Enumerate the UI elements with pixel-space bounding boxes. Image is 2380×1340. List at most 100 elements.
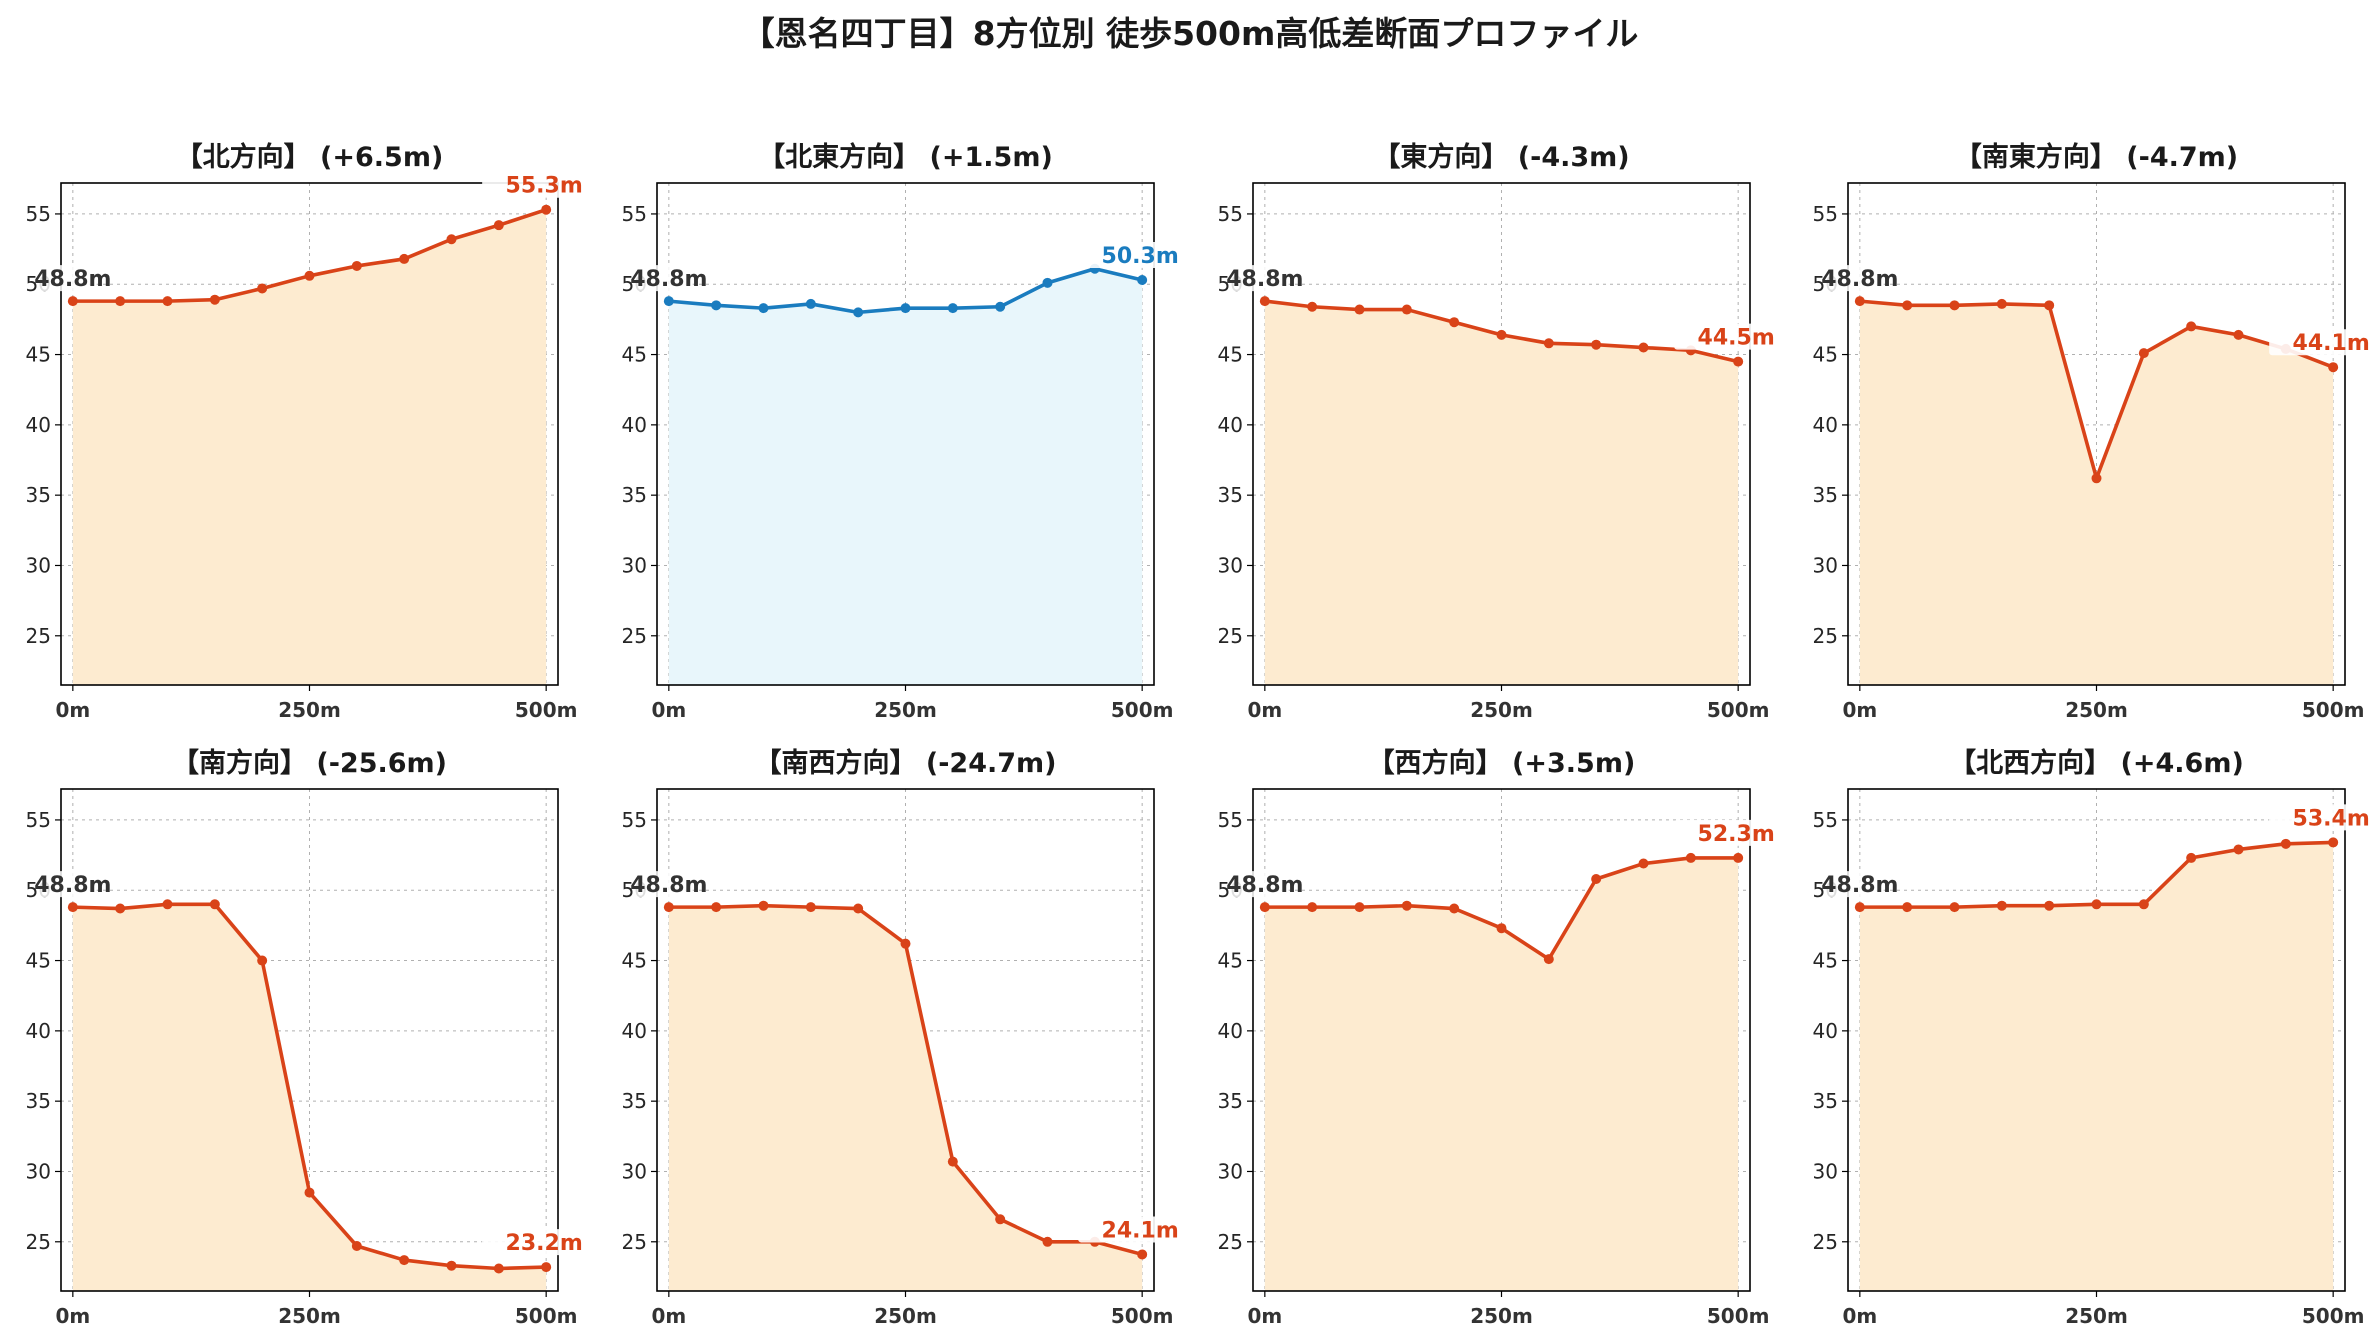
data-point: [1307, 301, 1318, 312]
start-value-label: 48.8m: [630, 873, 707, 898]
y-tick-label: 25: [1218, 624, 1243, 648]
data-point: [351, 1241, 362, 1252]
end-label-box: [1674, 323, 1757, 350]
y-tick-label: 30: [622, 1159, 647, 1183]
y-tick-label: 25: [26, 1230, 51, 1254]
data-point: [1307, 902, 1318, 913]
y-tick-label: 55: [1813, 808, 1838, 832]
data-point: [1543, 338, 1554, 349]
data-point: [2044, 300, 2055, 311]
data-point: [162, 296, 173, 307]
data-point: [67, 296, 78, 307]
data-point: [1401, 304, 1412, 315]
data-point: [1685, 852, 1696, 863]
x-tick-label: 250m: [874, 698, 937, 722]
start-value-label: 48.8m: [630, 267, 707, 292]
y-tick-label: 30: [1218, 553, 1243, 577]
x-tick-label: 250m: [278, 698, 341, 722]
y-tick-label: 55: [26, 808, 51, 832]
data-point: [853, 903, 864, 914]
x-tick-label: 0m: [55, 1304, 90, 1328]
data-point: [541, 1262, 552, 1273]
start-label-box: [1825, 265, 1884, 292]
start-label-box: [634, 265, 693, 292]
end-value-label: 50.3m: [1102, 244, 1179, 269]
x-tick-label: 500m: [1707, 698, 1770, 722]
y-tick-label: 30: [1813, 553, 1838, 577]
start-value-label: 48.8m: [34, 267, 111, 292]
end-label-box: [482, 171, 565, 198]
x-tick-label: 250m: [1470, 698, 1533, 722]
data-point: [541, 204, 552, 215]
data-point: [711, 902, 722, 913]
data-point: [711, 300, 722, 311]
end-value-label: 44.1m: [2293, 331, 2370, 356]
y-tick-label: 45: [1813, 343, 1838, 367]
data-point: [1401, 900, 1412, 911]
panel-title: 【南東方向】 (-4.7m): [1955, 141, 2238, 173]
area-fill: [1264, 857, 1739, 1291]
x-tick-label: 500m: [515, 698, 578, 722]
data-point: [115, 296, 126, 307]
x-tick-label: 0m: [1247, 1304, 1282, 1328]
end-value-label: 44.5m: [1698, 326, 1775, 351]
end-label-box: [482, 1229, 565, 1256]
x-tick-label: 0m: [1842, 1304, 1877, 1328]
data-point: [1591, 339, 1602, 350]
data-point: [1733, 356, 1744, 367]
data-point: [2091, 899, 2102, 910]
start-value-label: 48.8m: [1821, 873, 1898, 898]
data-point: [1543, 954, 1554, 965]
x-tick-label: 250m: [874, 1304, 937, 1328]
data-point: [1137, 1249, 1148, 1260]
figure-title: 【恩名四丁目】8方位別 徒歩500m高低差断面プロファイル: [742, 14, 1639, 53]
y-tick-label: 35: [26, 483, 51, 507]
data-point: [1733, 852, 1744, 863]
data-point: [2280, 838, 2291, 849]
x-tick-label: 500m: [515, 1304, 578, 1328]
y-tick-label: 30: [26, 1159, 51, 1183]
data-point: [805, 298, 816, 309]
start-label-box: [1825, 871, 1884, 898]
data-point: [67, 902, 78, 913]
data-point: [1638, 858, 1649, 869]
end-label-box: [2269, 804, 2352, 831]
start-label-box: [1230, 265, 1289, 292]
data-point: [493, 220, 504, 231]
area-fill: [1859, 842, 2334, 1291]
x-tick-label: 250m: [2065, 1304, 2128, 1328]
data-point: [947, 303, 958, 314]
data-point: [1449, 903, 1460, 914]
data-point: [2186, 852, 2197, 863]
data-point: [209, 294, 220, 305]
y-tick-label: 35: [1218, 1089, 1243, 1113]
end-label-box: [1078, 1216, 1161, 1243]
y-tick-label: 25: [1813, 624, 1838, 648]
y-tick-label: 35: [26, 1089, 51, 1113]
y-tick-label: 45: [1813, 949, 1838, 973]
area-fill: [668, 268, 1143, 685]
x-tick-label: 500m: [1111, 698, 1174, 722]
end-value-label: 55.3m: [506, 174, 583, 199]
data-point: [257, 955, 268, 966]
area-fill: [1859, 301, 2334, 685]
data-point: [1137, 275, 1148, 286]
y-tick-label: 30: [26, 553, 51, 577]
data-point: [1996, 298, 2007, 309]
y-tick-label: 45: [622, 343, 647, 367]
data-point: [1042, 277, 1053, 288]
y-tick-label: 45: [1218, 343, 1243, 367]
y-tick-label: 30: [1813, 1159, 1838, 1183]
area-fill: [72, 904, 547, 1291]
x-tick-label: 250m: [278, 1304, 341, 1328]
data-point: [115, 903, 126, 914]
end-label-box: [1674, 819, 1757, 846]
y-tick-label: 40: [1813, 413, 1838, 437]
y-tick-label: 35: [622, 1089, 647, 1113]
data-point: [2044, 900, 2055, 911]
data-point: [900, 303, 911, 314]
data-point: [1996, 900, 2007, 911]
